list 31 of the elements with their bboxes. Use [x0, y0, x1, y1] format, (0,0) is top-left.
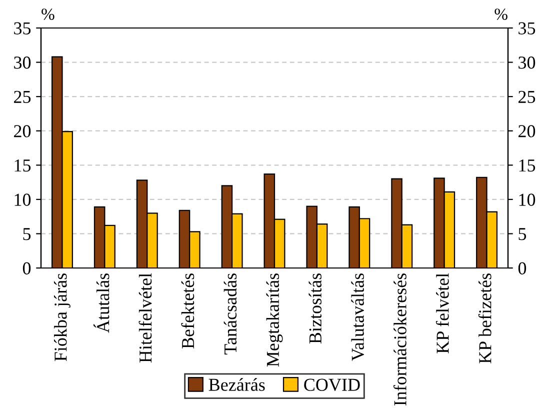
y-axis-title: %: [42, 8, 54, 20]
y-tick-label: 35: [14, 22, 31, 34]
x-tick-label: Információkeresés: [393, 274, 406, 406]
y2-axis-title: %: [494, 8, 508, 20]
x-tick-label: KP befizetés: [478, 274, 492, 364]
legend-label: COVID: [304, 378, 360, 391]
y2-tick-label: 30: [518, 56, 536, 69]
y2-tick-label: 20: [518, 125, 536, 138]
y2-tick-label: 5: [518, 228, 526, 240]
x-tick-label: Átutalás: [94, 274, 110, 333]
y-tick-label: 10: [14, 194, 31, 206]
x-tick-label: Biztosítás: [308, 274, 322, 344]
y2-tick-label: 15: [519, 159, 536, 172]
y2-tick-label: 10: [519, 194, 536, 206]
y2-tick-label: 25: [518, 90, 536, 104]
y-tick-label: 0: [22, 262, 31, 274]
x-tick-label: Fiókba járás: [54, 274, 70, 362]
y-tick-label: 20: [14, 125, 31, 138]
x-tick-label: Hitelfelvétel: [138, 273, 152, 363]
x-tick-label: Befektetés: [181, 274, 194, 349]
y2-tick-label: 0: [518, 262, 526, 274]
y-tick-label: 25: [14, 90, 31, 104]
legend-label: Bezárás: [208, 378, 265, 391]
x-tick-label: Tanácsadás: [224, 274, 237, 354]
y2-tick-label: 35: [518, 22, 536, 34]
x-tick-label: KP felvétel: [436, 273, 449, 354]
y-tick-label: 30: [14, 56, 31, 69]
x-tick-label: Valutaváltás: [351, 274, 364, 361]
y-tick-label: 15: [14, 159, 31, 172]
x-tick-label: Megtakarítás: [266, 274, 283, 367]
y-tick-label: 5: [23, 228, 31, 240]
